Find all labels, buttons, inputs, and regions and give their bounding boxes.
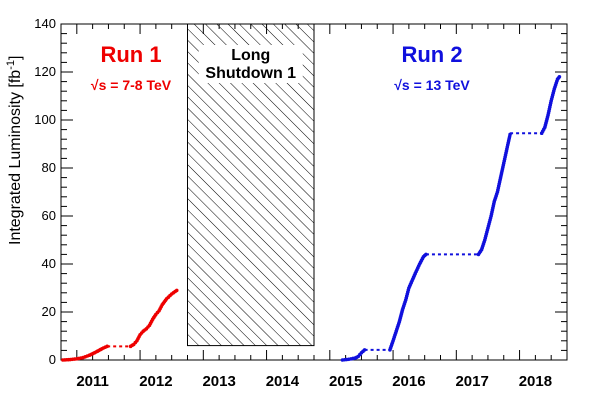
y-axis-label: Integrated Luminosity [fb-1] bbox=[5, 56, 24, 245]
series-1-point bbox=[174, 288, 179, 293]
x-tick-label: 2011 bbox=[76, 373, 109, 390]
y-tick-label: 140 bbox=[34, 16, 56, 31]
axes-group: 0 20 40 60 80 100 120 140 2011 2012 2013 2014 2015 20… bbox=[34, 16, 567, 390]
x-tick-label: 2017 bbox=[455, 373, 488, 390]
y-tick-label: 20 bbox=[42, 304, 56, 319]
series-2-point bbox=[557, 75, 562, 79]
y-tick-label: 100 bbox=[34, 112, 56, 127]
y-tick-label: 0 bbox=[49, 352, 56, 367]
x-tick-label: 2012 bbox=[139, 373, 172, 390]
long-shutdown-label-line2: Shutdown 1 bbox=[205, 65, 296, 82]
x-tick-label: 2016 bbox=[392, 373, 425, 390]
run2-energy-label: √s = 13 TeV bbox=[394, 77, 470, 93]
x-tick-label: 2013 bbox=[202, 373, 235, 390]
series-group bbox=[61, 75, 562, 362]
x-tick-label: 2015 bbox=[329, 373, 362, 390]
run1-title: Run 1 bbox=[100, 42, 161, 67]
y-tick-label: 80 bbox=[42, 160, 56, 175]
x-tick-label: 2014 bbox=[266, 373, 300, 390]
long-shutdown-label-bg bbox=[198, 45, 303, 83]
x-tick-label: 2018 bbox=[519, 373, 552, 390]
y-tick-label: 40 bbox=[42, 256, 56, 271]
y-tick-label: 60 bbox=[42, 208, 56, 223]
run1-energy-label: √s = 7-8 TeV bbox=[91, 77, 172, 93]
long-shutdown-label-line1: Long bbox=[231, 47, 270, 64]
run2-title: Run 2 bbox=[401, 42, 462, 67]
y-tick-label: 120 bbox=[34, 64, 56, 79]
